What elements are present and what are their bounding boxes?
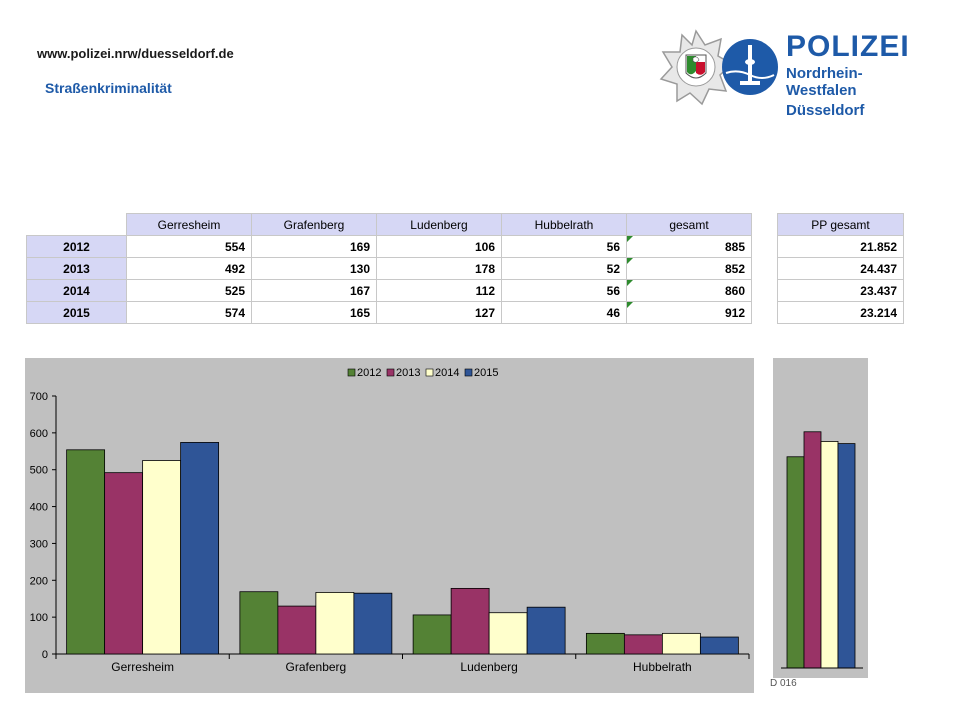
x-tick-label: Grafenberg — [286, 660, 347, 674]
legend-label-2014: 2014 — [435, 367, 459, 379]
y-tick-label: 100 — [30, 612, 48, 624]
bar-2015-ludenberg — [526, 606, 566, 655]
bar-2013-grafenberg — [277, 605, 317, 655]
bar-2012-ludenberg — [412, 614, 452, 655]
legend-label-2015: 2015 — [474, 367, 498, 379]
y-tick-label: 700 — [30, 391, 48, 403]
pp-cell: 23.214 — [777, 301, 904, 324]
table-cell: 130 — [251, 257, 377, 280]
bar-2014-hubbelrath — [661, 632, 701, 655]
table-cell: 574 — [126, 301, 252, 324]
table-cell: 56 — [501, 235, 627, 258]
y-tick-label: 600 — [30, 428, 48, 440]
y-tick-label: 200 — [30, 575, 48, 587]
bar-2012-gerresheim — [66, 449, 106, 655]
table-row: 2012 554 169 106 56 885 — [26, 235, 752, 258]
pp-cell: 21.852 — [777, 235, 904, 258]
pp-bar-2014 — [820, 441, 839, 669]
table-cell-total: 860 — [626, 279, 752, 302]
table-row: 2015 574 165 127 46 912 — [26, 301, 752, 324]
chart-legend: 2012 2013 2014 2015 — [347, 367, 498, 379]
footer-text: D 016 — [770, 678, 797, 689]
year-cell: 2013 — [26, 257, 127, 280]
pp-header: PP gesamt — [777, 213, 904, 236]
main-chart-panel: 0 100 200 300 400 500 600 700 Gerresheim Grafenbe… — [25, 358, 754, 693]
table-cell: 46 — [501, 301, 627, 324]
legend-swatch-2014 — [425, 368, 434, 377]
bar-2015-hubbelrath — [699, 636, 739, 655]
column-header: gesamt — [626, 213, 752, 236]
pp-bar-2013 — [803, 431, 822, 669]
table-cell: 167 — [251, 279, 377, 302]
table-cell: 56 — [501, 279, 627, 302]
table-cell-total: 885 — [626, 235, 752, 258]
column-header: Ludenberg — [376, 213, 502, 236]
pp-total-table: PP gesamt 21.852 24.437 23.437 23.214 — [777, 213, 904, 324]
pp-cell: 23.437 — [777, 279, 904, 302]
pp-cell: 24.437 — [777, 257, 904, 280]
legend-swatch-2013 — [386, 368, 395, 377]
crime-table: Gerresheim Grafenberg Ludenberg Hubbelra… — [26, 213, 752, 324]
table-cell: 112 — [376, 279, 502, 302]
bar-2013-ludenberg — [450, 587, 490, 655]
table-cell: 127 — [376, 301, 502, 324]
legend-swatch-2012 — [347, 368, 356, 377]
y-tick-label: 300 — [30, 538, 48, 550]
year-cell: 2012 — [26, 235, 127, 258]
legend-label-2013: 2013 — [396, 367, 420, 379]
bar-2014-grafenberg — [315, 592, 355, 655]
police-star-emblem-icon — [659, 29, 778, 106]
logo-line1: POLIZEI — [786, 30, 910, 63]
bar-2014-ludenberg — [488, 612, 528, 655]
table-header-row: Gerresheim Grafenberg Ludenberg Hubbelra… — [26, 213, 752, 236]
pp-bar-2015 — [837, 443, 856, 669]
table-cell: 525 — [126, 279, 252, 302]
table-cell: 165 — [251, 301, 377, 324]
bar-2012-grafenberg — [239, 591, 279, 655]
table-cell: 178 — [376, 257, 502, 280]
pp-bar-chart — [781, 431, 863, 669]
bar-2015-grafenberg — [353, 592, 393, 655]
table-corner — [26, 213, 127, 236]
y-tick-label: 500 — [30, 465, 48, 477]
website-url[interactable]: www.polizei.nrw/duesseldorf.de — [37, 46, 234, 61]
logo-text: POLIZEI Nordrhein-Westfalen Düsseldorf — [786, 30, 930, 120]
pp-chart-panel — [773, 358, 868, 678]
bar-2012-hubbelrath — [585, 632, 625, 655]
x-tick-label: Hubbelrath — [633, 660, 692, 674]
bar-2014-gerresheim — [142, 460, 182, 655]
table-cell: 106 — [376, 235, 502, 258]
year-cell: 2015 — [26, 301, 127, 324]
police-logo: POLIZEI Nordrhein-Westfalen Düsseldorf — [658, 26, 930, 119]
table-cell-total: 852 — [626, 257, 752, 280]
column-header: Gerresheim — [126, 213, 252, 236]
legend-label-2012: 2012 — [357, 367, 381, 379]
x-tick-label: Gerresheim — [111, 660, 174, 674]
table-cell-total: 912 — [626, 301, 752, 324]
bar-2013-gerresheim — [104, 472, 144, 655]
column-header: Hubbelrath — [501, 213, 627, 236]
legend-swatch-2015 — [464, 368, 473, 377]
table-cell: 169 — [251, 235, 377, 258]
table-cell: 492 — [126, 257, 252, 280]
table-row: 2013 492 130 178 52 852 — [26, 257, 752, 280]
y-tick-label: 400 — [30, 502, 48, 514]
column-header: Grafenberg — [251, 213, 377, 236]
logo-line2: Nordrhein-Westfalen — [786, 65, 863, 99]
pp-bar-2012 — [786, 456, 805, 669]
bar-2013-hubbelrath — [623, 634, 663, 655]
bar-2015-gerresheim — [180, 442, 220, 655]
table-cell: 52 — [501, 257, 627, 280]
page-subtitle: Straßenkriminalität — [45, 80, 172, 96]
logo-line3: Düsseldorf — [786, 102, 865, 119]
year-cell: 2014 — [26, 279, 127, 302]
x-tick-label: Ludenberg — [460, 660, 517, 674]
main-bar-chart: 0 100 200 300 400 500 600 700 Gerresheim Grafenbe… — [30, 367, 750, 674]
table-row: 2014 525 167 112 56 860 — [26, 279, 752, 302]
table-cell: 554 — [126, 235, 252, 258]
y-tick-label: 0 — [42, 649, 48, 661]
